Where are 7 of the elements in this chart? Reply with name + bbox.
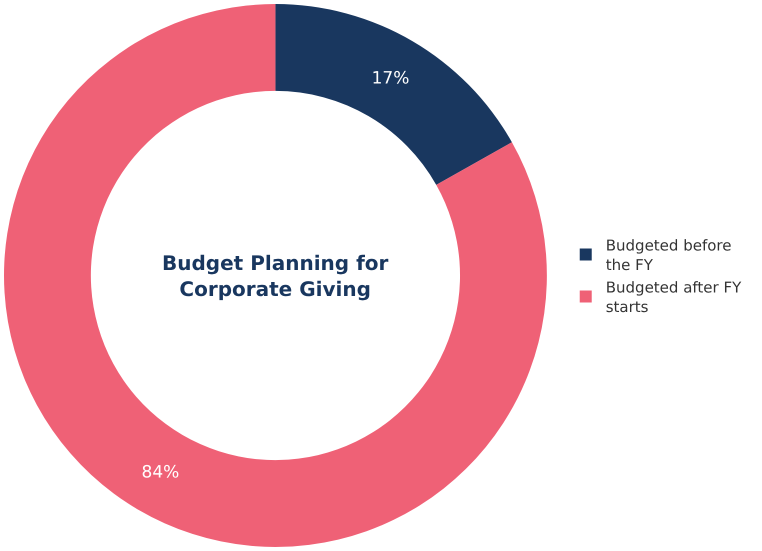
- data-label: 84%: [142, 462, 180, 482]
- text: Budget Planning for Corporate Giving: [162, 251, 389, 301]
- legend-label: Budgeted after FY starts: [606, 278, 742, 316]
- donut-slice: [275, 4, 512, 185]
- donut-slice: [4, 4, 547, 547]
- legend-label: Budgeted before the FY: [606, 236, 732, 274]
- data-label: 17%: [372, 68, 410, 89]
